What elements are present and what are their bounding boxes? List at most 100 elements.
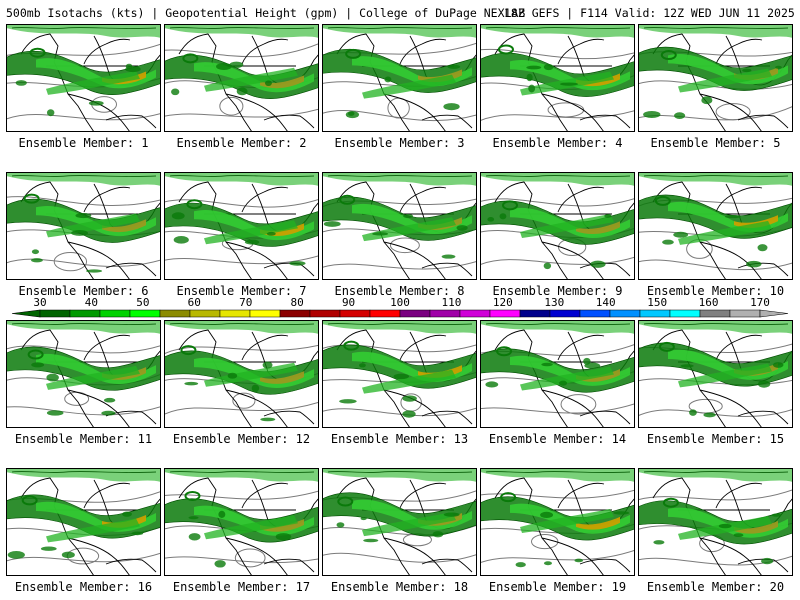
isotach-blob [339, 399, 357, 404]
colorbar-tick-label: 60 [187, 296, 201, 309]
ensemble-member-panel: Ensemble Member: 13 [322, 320, 477, 450]
panel-frame [6, 468, 161, 576]
member-caption: Ensemble Member: 8 [334, 284, 465, 298]
colorbar-tick-label: 80 [290, 296, 304, 309]
member-caption: Ensemble Member: 18 [330, 580, 469, 594]
isotach-blob [643, 110, 661, 119]
member-map [6, 172, 161, 280]
isotach-blob [402, 395, 417, 402]
panel-frame [480, 172, 635, 280]
ensemble-member-panel: Ensemble Member: 5 [638, 24, 793, 154]
jet-isotach-band [678, 220, 772, 245]
ensemble-member-panel: Ensemble Member: 10 [638, 172, 793, 302]
isotach-blob [40, 546, 57, 551]
isotach-blob [372, 232, 389, 236]
panel-frame [638, 24, 793, 132]
isotach-blob [345, 111, 360, 119]
colorbar-swatch [339, 309, 371, 318]
panel-frame [322, 24, 477, 132]
isotach-blob [673, 231, 689, 238]
panel-frame [638, 172, 793, 280]
isotach-blob [88, 100, 104, 106]
member-map [322, 172, 477, 280]
isotach-blob [574, 558, 584, 563]
isotach-blob [251, 384, 260, 393]
isotach-blob [7, 551, 25, 559]
isotach-blob [265, 80, 272, 87]
colorbar-swatch [489, 309, 521, 318]
height-contour [164, 198, 319, 208]
panel-frame [164, 468, 319, 576]
jet-core [260, 371, 304, 384]
jet-isotach-band [46, 213, 140, 238]
jet-isotach-band [164, 172, 319, 186]
jet-isotach-band [480, 468, 635, 482]
isotach-blob [703, 412, 716, 418]
isotach-blob [360, 517, 367, 521]
isotach-ring [23, 193, 40, 204]
ensemble-member-panel: Ensemble Member: 2 [164, 24, 319, 154]
isotach-blob [543, 262, 552, 270]
member-caption: Ensemble Member: 19 [488, 580, 627, 594]
jet-isotach-band [362, 512, 456, 537]
member-caption: Ensemble Member: 10 [646, 284, 785, 298]
isotach-blob [214, 560, 226, 568]
isotach-blob [443, 512, 460, 517]
isotach-blob [689, 409, 697, 416]
panel-frame [6, 172, 161, 280]
isotach-blob [761, 557, 774, 565]
height-contour [164, 490, 319, 500]
isotach-ring [182, 53, 199, 64]
panel-frame [480, 24, 635, 132]
isotach-blob [613, 511, 630, 515]
ensemble-member-panel: Ensemble Member: 3 [322, 24, 477, 154]
jet-isotach-band [322, 24, 477, 38]
jet-isotach-band [520, 509, 614, 534]
model-valid-time: 18Z GEFS | F114 Valid: 12Z WED JUN 11 20… [504, 6, 795, 20]
jet-isotach-band [362, 217, 456, 242]
member-map [322, 24, 477, 132]
member-caption: Ensemble Member: 13 [330, 432, 469, 446]
member-caption: Ensemble Member: 20 [646, 580, 785, 594]
height-contour [6, 112, 161, 121]
isotach-blob [31, 258, 43, 263]
isotach-blob [543, 64, 554, 71]
isotach-ring [497, 44, 514, 55]
isotach-blob [701, 96, 713, 105]
colorbar-swatch [579, 309, 611, 318]
jet-isotach-band [322, 172, 477, 186]
jet-isotach-band [204, 67, 298, 92]
jet-isotach-band [6, 172, 161, 186]
isotach-ring [500, 492, 517, 503]
isotach-blob [266, 231, 276, 236]
height-contour [6, 196, 161, 206]
colorbar-swatch [219, 309, 251, 318]
colorbar-tick-label: 100 [390, 296, 410, 309]
member-caption: Ensemble Member: 5 [650, 136, 781, 150]
height-contour [164, 556, 319, 564]
height-contour [322, 344, 477, 353]
member-caption: Ensemble Member: 2 [176, 136, 307, 150]
jet-isotach-band [164, 468, 319, 482]
isotach-blob [515, 562, 526, 568]
isotach-blob [662, 239, 674, 245]
colorbar-swatch [279, 309, 311, 318]
panel-frame [164, 24, 319, 132]
member-map [638, 172, 793, 280]
member-caption: Ensemble Member: 9 [492, 284, 623, 298]
member-map [164, 172, 319, 280]
isotach-blob [125, 65, 141, 73]
height-contour [164, 108, 319, 118]
height-contour [389, 237, 420, 254]
height-contour [480, 549, 635, 564]
member-map [638, 320, 793, 428]
isotach-blob [358, 363, 366, 368]
member-map [480, 320, 635, 428]
jet-isotach-band [6, 320, 161, 334]
isotach-blob [131, 531, 144, 536]
jet-isotach-band [204, 220, 298, 245]
colorbar-swatch [639, 309, 671, 318]
isotach-blob [447, 64, 461, 69]
isotach-blob [46, 410, 64, 416]
height-contour [638, 489, 793, 501]
